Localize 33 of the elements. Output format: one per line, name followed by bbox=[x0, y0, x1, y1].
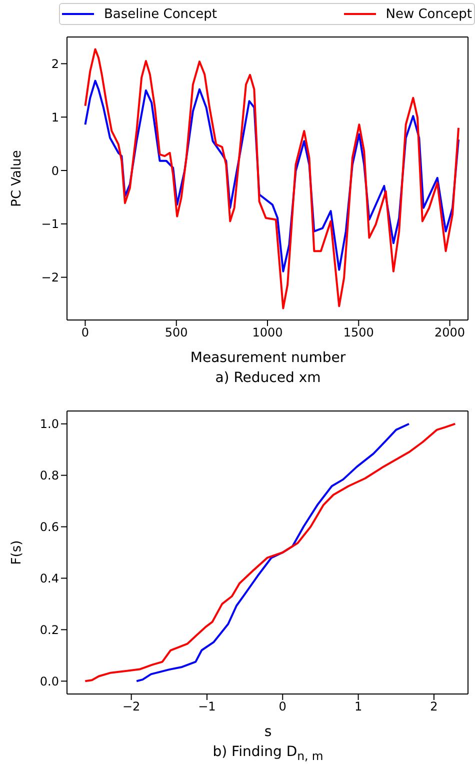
line-series bbox=[84, 422, 456, 682]
line-series bbox=[136, 422, 410, 682]
line-series bbox=[84, 80, 460, 272]
y-axis-title: F(s) bbox=[10, 540, 25, 565]
legend-label: New Concept bbox=[386, 6, 472, 22]
y-tick-label: −1 bbox=[41, 217, 59, 232]
y-tick-label: 2 bbox=[51, 56, 59, 71]
y-tick-label: 0.2 bbox=[40, 622, 59, 637]
x-tick-label: 500 bbox=[164, 326, 188, 340]
y-tick-label: 0.8 bbox=[40, 468, 59, 483]
x-tick-label: 2000 bbox=[434, 326, 466, 340]
y-tick-label: 0.6 bbox=[40, 520, 59, 534]
y-tick-label: 1 bbox=[51, 110, 59, 124]
text: a) Reduced xm bbox=[214, 370, 322, 386]
x-tick-label: −1 bbox=[198, 700, 216, 714]
x-tick-label: 0 bbox=[278, 700, 286, 714]
text: b) Finding D$_{n, m}$ bbox=[212, 744, 324, 763]
x-tick-label: 1000 bbox=[252, 326, 283, 340]
x-tick-label: 0 bbox=[81, 326, 90, 340]
x-tick-label: 1 bbox=[354, 700, 362, 714]
y-tick-label: 0.0 bbox=[40, 674, 59, 688]
line-series bbox=[84, 48, 460, 310]
x-axis-title: s bbox=[263, 724, 273, 740]
y-tick-label: 1.0 bbox=[40, 417, 59, 432]
x-tick-label: −2 bbox=[122, 700, 140, 714]
y-axis-title: PC Value bbox=[10, 150, 25, 207]
legend-label: Baseline Concept bbox=[104, 6, 218, 22]
x-tick-label: 2 bbox=[430, 700, 438, 714]
y-tick-label: −2 bbox=[41, 270, 59, 285]
x-tick-label: 1500 bbox=[343, 326, 374, 340]
y-tick-label: 0 bbox=[51, 164, 59, 178]
y-tick-label: 0.4 bbox=[40, 571, 59, 586]
x-axis-title: Measurement number bbox=[189, 350, 347, 366]
